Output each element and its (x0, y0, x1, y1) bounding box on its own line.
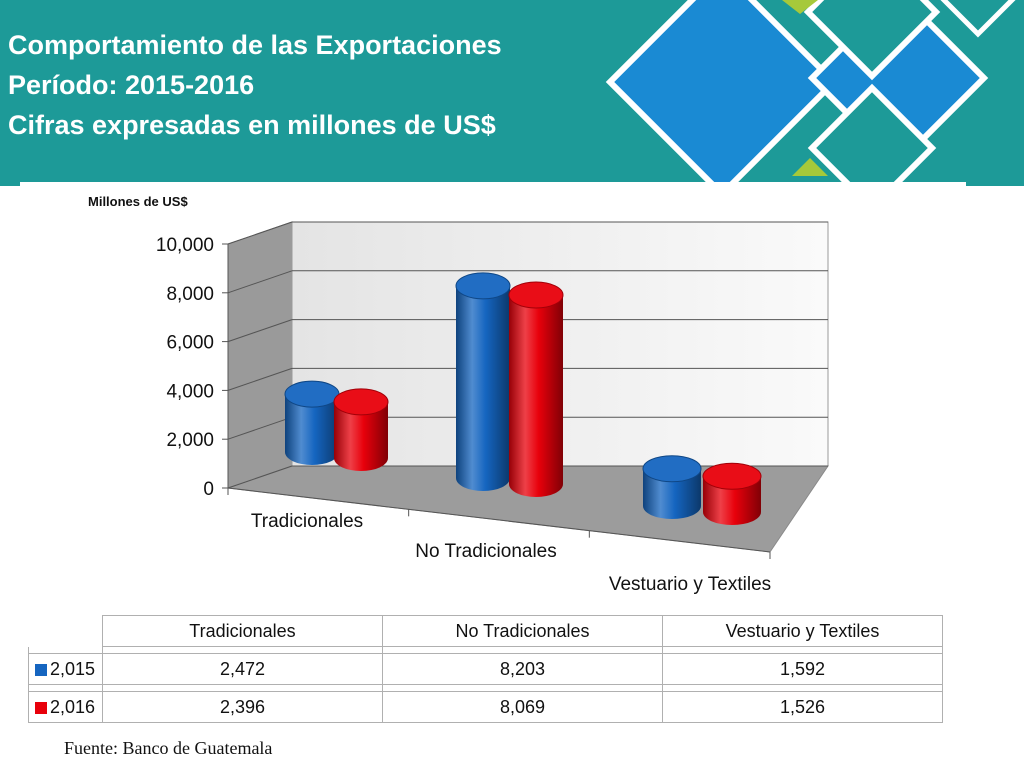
legend-key-2016 (35, 701, 47, 714)
y-tick-label: 0 (203, 479, 214, 500)
y-tick-label: 2,000 (166, 430, 214, 451)
gridline-side (227, 221, 293, 245)
table-col-header: No Tradicionales (382, 615, 663, 647)
bar-top-2015-0 (284, 380, 340, 408)
y-tick-label: 4,000 (166, 381, 214, 402)
title-line-3: Cifras expresadas en millones de US$ (8, 110, 496, 140)
header-banner: Comportamiento de las Exportaciones Perí… (0, 0, 1024, 186)
decorative-tiles (605, 0, 1016, 186)
table-corner (29, 616, 103, 647)
deco-tile-teal-top (803, 0, 941, 81)
deco-tile-teal-bottom (807, 83, 937, 186)
gridline-side (227, 416, 293, 440)
table-row: 2,016 2,396 8,069 1,526 (28, 691, 943, 723)
table-row-label-text: 2,015 (50, 658, 96, 679)
bar-2016-2 (703, 476, 761, 525)
deco-tile-teal-corner (940, 0, 1016, 38)
gridline-side (227, 319, 293, 343)
gridline-side (227, 367, 293, 391)
table-header-row: Tradicionales No Tradicionales Vestuario… (29, 615, 943, 647)
bar-top-2015-1 (455, 272, 511, 300)
x-tick-label: Tradicionales (251, 511, 363, 532)
data-table: Tradicionales No Tradicionales Vestuario… (28, 615, 944, 723)
legend-key-2015 (35, 663, 47, 676)
x-tick-label: Vestuario y Textiles (609, 574, 771, 595)
y-tick-label: 10,000 (156, 235, 214, 256)
table-cell: 8,069 (382, 691, 663, 723)
gridline-side (227, 465, 293, 489)
table-cell: 1,526 (662, 691, 943, 723)
table-col-header: Tradicionales (102, 615, 383, 647)
bar-2015-0 (285, 394, 339, 465)
bar-top-2016-0 (333, 388, 389, 416)
table-cell: 2,472 (102, 653, 383, 685)
deco-tile-green-bottom (792, 158, 828, 176)
x-axis-line (227, 487, 771, 553)
y-tick-label: 6,000 (166, 333, 214, 354)
y-axis-title: Millones de US$ (88, 194, 188, 209)
x-tick-label: No Tradicionales (415, 541, 557, 562)
bar-top-2016-1 (508, 281, 564, 309)
source-note: Fuente: Banco de Guatemala (64, 738, 273, 758)
title-line-2: Período: 2015-2016 (8, 70, 255, 100)
bar-top-2016-2 (702, 462, 762, 490)
table-row-label: 2,015 (28, 653, 103, 685)
table-row: 2,015 2,472 8,203 1,592 (28, 653, 943, 685)
table-row-label-text: 2,016 (50, 696, 96, 717)
title-line-1: Comportamiento de las Exportaciones (8, 30, 502, 60)
table-cell: 1,592 (662, 653, 943, 685)
bar-2016-1 (509, 294, 563, 497)
table-col-header: Vestuario y Textiles (662, 615, 943, 647)
bar-chart: 0 2,000 4,000 6,000 8,000 10,000 Millones de U… (88, 194, 829, 595)
chart-side-wall (227, 221, 293, 489)
bar-2016-0 (334, 401, 388, 471)
bar-2015-1 (456, 285, 510, 491)
table-cell: 2,396 (102, 691, 383, 723)
bar-2015-2 (643, 468, 701, 519)
deco-tile-green-top (782, 0, 818, 14)
gridline-side (227, 270, 293, 294)
table-row-label: 2,016 (28, 691, 103, 723)
bar-top-2015-2 (642, 455, 702, 483)
table-cell: 8,203 (382, 653, 663, 685)
y-tick-label: 8,000 (166, 284, 214, 305)
